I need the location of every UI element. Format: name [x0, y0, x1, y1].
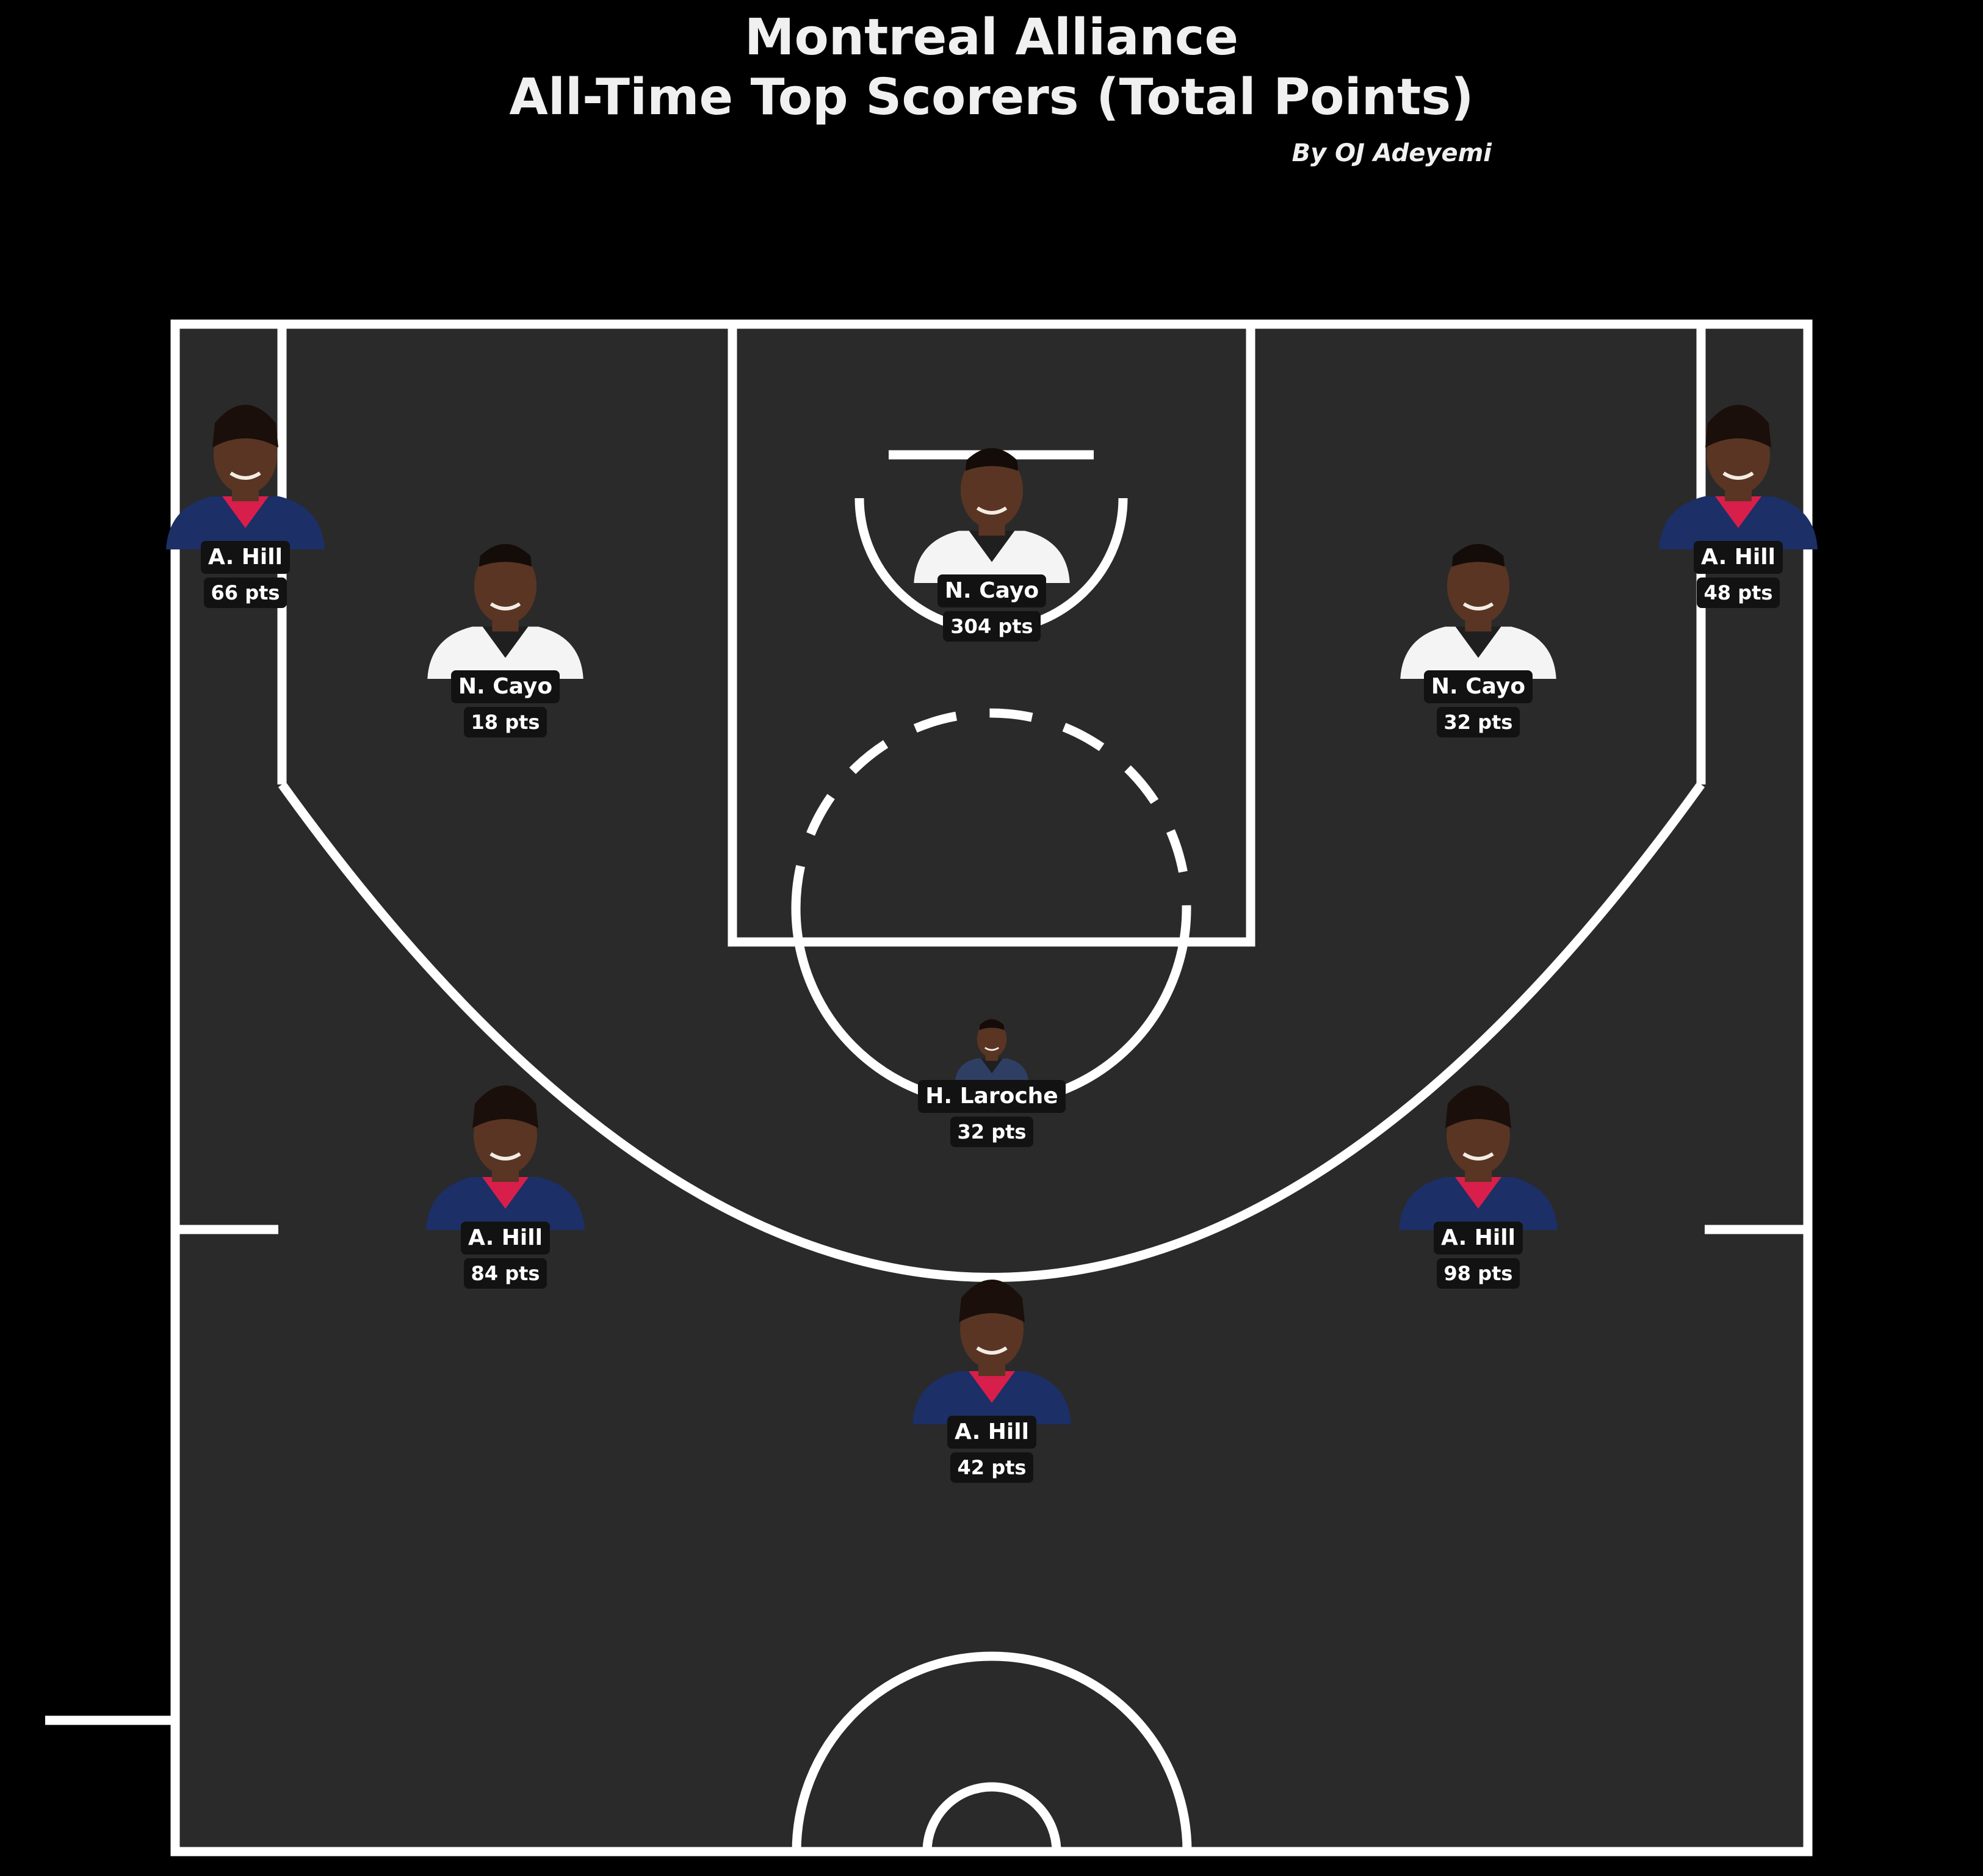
zone-marker-left-midrange-baseline: N. Cayo 18 pts	[408, 508, 603, 737]
three-point-arc	[278, 781, 1705, 1282]
points-label: 48 pts	[1696, 578, 1780, 608]
points-label: 66 pts	[203, 578, 287, 608]
player-portrait	[1381, 508, 1576, 679]
player-name-label: A. Hill	[1694, 541, 1783, 574]
center-circle-inner	[922, 1782, 1061, 1852]
zone-marker-right-wing-three: A. Hill 98 pts	[1381, 1056, 1576, 1289]
player-portrait	[894, 997, 1089, 1088]
zone-marker-right-corner-three: A. Hill 48 pts	[1641, 375, 1836, 608]
player-portrait	[408, 508, 603, 679]
player-name-label: N. Cayo	[450, 670, 560, 703]
points-label: 42 pts	[950, 1452, 1034, 1483]
chart-credit: By OJ Adeyemi	[1291, 139, 1492, 167]
player-name-label: N. Cayo	[1423, 670, 1533, 703]
player-name-label: H. Laroche	[918, 1080, 1066, 1113]
player-portrait	[148, 375, 343, 549]
player-portrait	[894, 1250, 1089, 1424]
player-portrait	[1641, 375, 1836, 549]
points-label: 84 pts	[463, 1258, 547, 1289]
points-label: 32 pts	[1436, 707, 1520, 737]
points-label: 98 pts	[1436, 1258, 1520, 1289]
zone-marker-paint: N. Cayo 304 pts	[894, 412, 1089, 642]
player-name-label: A. Hill	[1434, 1222, 1523, 1255]
chart-subtitle: All-Time Top Scorers (Total Points)	[509, 68, 1474, 126]
zone-marker-top-of-key-three: A. Hill 42 pts	[894, 1250, 1089, 1483]
center-circle	[792, 1651, 1192, 1852]
player-name-label: A. Hill	[461, 1222, 550, 1255]
points-label: 304 pts	[943, 611, 1041, 642]
player-name-label: A. Hill	[201, 541, 290, 574]
chart-title: Montreal Alliance	[744, 9, 1239, 67]
player-name-label: A. Hill	[947, 1416, 1036, 1449]
zone-marker-right-midrange-baseline: N. Cayo 32 pts	[1381, 508, 1576, 737]
points-label: 18 pts	[463, 707, 547, 737]
zone-marker-left-corner-three: A. Hill 66 pts	[148, 375, 343, 608]
player-portrait	[408, 1056, 603, 1230]
player-portrait	[1381, 1056, 1576, 1230]
player-portrait	[894, 412, 1089, 583]
player-name-label: N. Cayo	[937, 574, 1047, 607]
zone-marker-top-of-key-midrange: H. Laroche 32 pts	[894, 997, 1089, 1147]
points-label: 32 pts	[950, 1117, 1034, 1147]
free-throw-circle-upper	[791, 708, 1191, 909]
paint-lane	[728, 319, 1255, 947]
zone-marker-left-wing-three: A. Hill 84 pts	[408, 1056, 603, 1289]
